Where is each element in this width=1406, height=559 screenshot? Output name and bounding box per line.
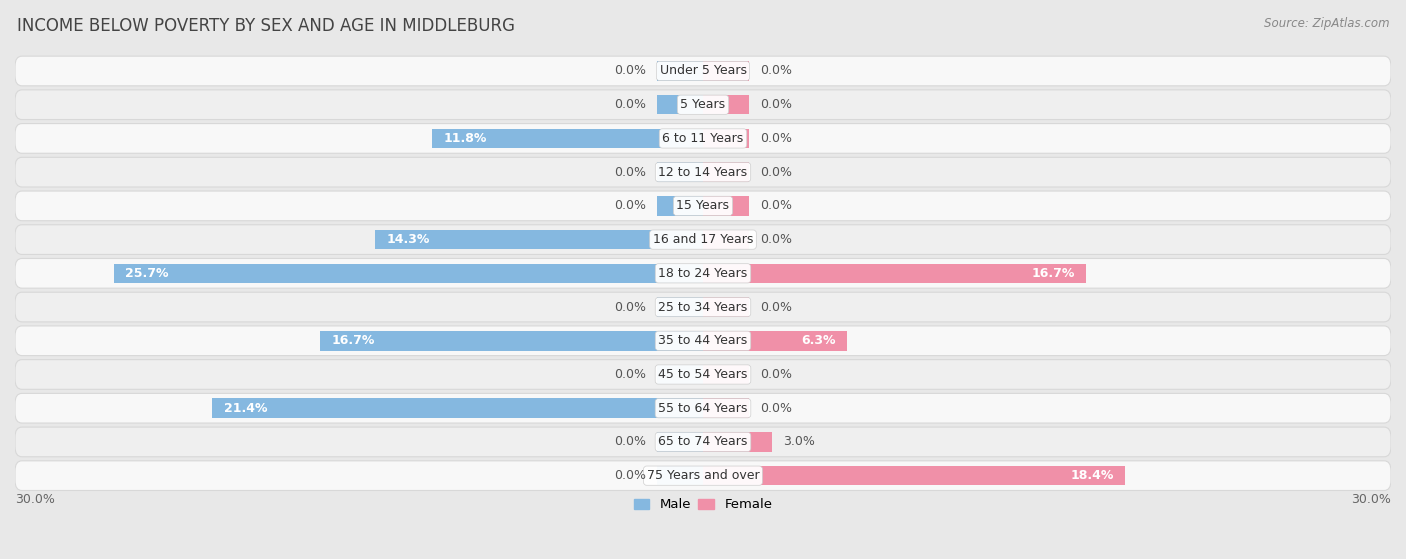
Legend: Male, Female: Male, Female [628,493,778,517]
Text: 25 to 34 Years: 25 to 34 Years [658,301,748,314]
FancyBboxPatch shape [15,326,1391,356]
Bar [703,399,749,418]
Bar [703,331,848,350]
Bar [321,331,703,350]
Text: 5 Years: 5 Years [681,98,725,111]
Text: 0.0%: 0.0% [613,200,645,212]
Text: 0.0%: 0.0% [613,301,645,314]
Text: 0.0%: 0.0% [761,402,793,415]
Text: Under 5 Years: Under 5 Years [659,64,747,78]
FancyBboxPatch shape [15,258,1391,288]
Bar [657,61,703,80]
Text: 0.0%: 0.0% [761,64,793,78]
Text: Source: ZipAtlas.com: Source: ZipAtlas.com [1264,17,1389,30]
Bar [657,364,703,384]
Text: 0.0%: 0.0% [613,435,645,448]
Text: 0.0%: 0.0% [613,368,645,381]
Text: 0.0%: 0.0% [613,469,645,482]
Bar [703,196,749,216]
Bar [703,230,749,249]
FancyBboxPatch shape [15,225,1391,254]
FancyBboxPatch shape [15,90,1391,120]
Bar [703,466,1125,485]
Text: 0.0%: 0.0% [761,98,793,111]
Text: 75 Years and over: 75 Years and over [647,469,759,482]
FancyBboxPatch shape [15,359,1391,389]
Bar [114,263,703,283]
FancyBboxPatch shape [15,191,1391,221]
Text: 16.7%: 16.7% [1031,267,1074,280]
Bar [703,364,749,384]
Bar [703,162,749,182]
Text: 0.0%: 0.0% [761,301,793,314]
FancyBboxPatch shape [15,292,1391,322]
Text: 0.0%: 0.0% [613,98,645,111]
FancyBboxPatch shape [15,124,1391,153]
Text: 0.0%: 0.0% [761,233,793,246]
FancyBboxPatch shape [15,394,1391,423]
FancyBboxPatch shape [15,461,1391,490]
Bar [375,230,703,249]
Bar [703,95,749,115]
Bar [657,466,703,485]
Text: 25.7%: 25.7% [125,267,169,280]
FancyBboxPatch shape [15,56,1391,86]
Text: 6 to 11 Years: 6 to 11 Years [662,132,744,145]
FancyBboxPatch shape [15,157,1391,187]
Text: 14.3%: 14.3% [387,233,430,246]
Text: 16 and 17 Years: 16 and 17 Years [652,233,754,246]
Text: 45 to 54 Years: 45 to 54 Years [658,368,748,381]
Bar [657,95,703,115]
Bar [657,162,703,182]
Bar [703,263,1085,283]
Bar [703,129,749,148]
Bar [657,432,703,452]
Text: 18.4%: 18.4% [1070,469,1114,482]
Text: 0.0%: 0.0% [613,165,645,179]
Text: 30.0%: 30.0% [15,492,55,505]
Text: 15 Years: 15 Years [676,200,730,212]
Text: 12 to 14 Years: 12 to 14 Years [658,165,748,179]
Text: 55 to 64 Years: 55 to 64 Years [658,402,748,415]
Bar [703,297,749,317]
Bar [657,196,703,216]
Text: 30.0%: 30.0% [1351,492,1391,505]
Bar [433,129,703,148]
Text: 3.0%: 3.0% [783,435,815,448]
FancyBboxPatch shape [15,427,1391,457]
Bar [212,399,703,418]
Text: 6.3%: 6.3% [801,334,837,347]
Bar [657,297,703,317]
Text: 0.0%: 0.0% [761,200,793,212]
Bar [703,61,749,80]
Text: 0.0%: 0.0% [761,165,793,179]
Text: 0.0%: 0.0% [613,64,645,78]
Text: INCOME BELOW POVERTY BY SEX AND AGE IN MIDDLEBURG: INCOME BELOW POVERTY BY SEX AND AGE IN M… [17,17,515,35]
Text: 16.7%: 16.7% [332,334,375,347]
Text: 0.0%: 0.0% [761,132,793,145]
Text: 21.4%: 21.4% [224,402,267,415]
Text: 18 to 24 Years: 18 to 24 Years [658,267,748,280]
Text: 65 to 74 Years: 65 to 74 Years [658,435,748,448]
Text: 0.0%: 0.0% [761,368,793,381]
Bar [703,432,772,452]
Text: 35 to 44 Years: 35 to 44 Years [658,334,748,347]
Text: 11.8%: 11.8% [444,132,488,145]
